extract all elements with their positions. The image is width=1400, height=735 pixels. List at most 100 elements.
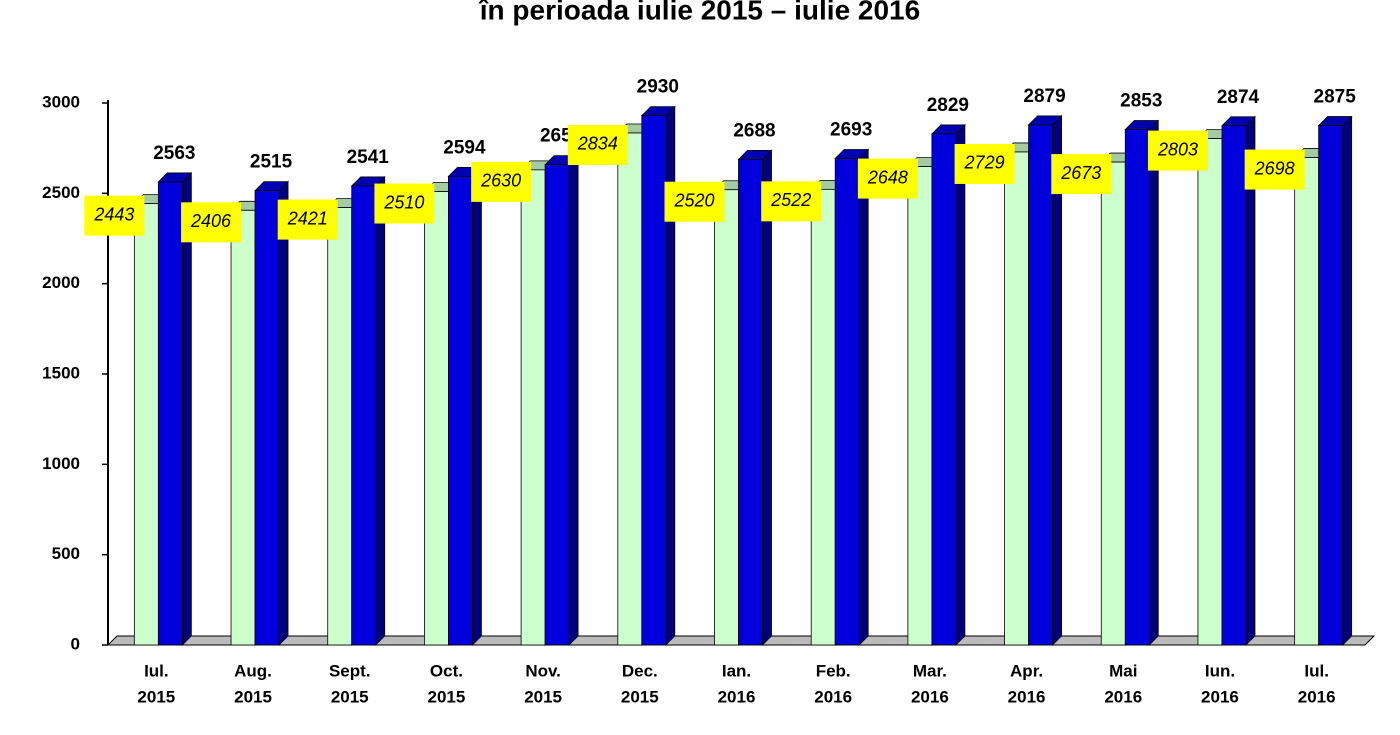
bar bbox=[254, 190, 280, 646]
bar bbox=[133, 203, 159, 646]
value-label: 2520 bbox=[673, 190, 714, 210]
value-label: 2879 bbox=[1023, 86, 1065, 107]
value-label: 2693 bbox=[830, 119, 872, 140]
x-tick-label: 2016 bbox=[718, 687, 756, 706]
y-tick-label: 2500 bbox=[42, 183, 80, 202]
x-tick-label: Sept. bbox=[329, 661, 371, 680]
value-label: 2515 bbox=[250, 152, 293, 173]
x-tick-label: Mar. bbox=[913, 661, 947, 680]
value-label: 2421 bbox=[287, 208, 328, 228]
bar bbox=[738, 158, 763, 646]
value-label: 2829 bbox=[927, 95, 969, 116]
x-tick-label: 2015 bbox=[428, 687, 466, 706]
value-label-box bbox=[374, 183, 435, 224]
bar bbox=[544, 164, 570, 646]
value-label-box bbox=[857, 158, 918, 199]
x-tick-label: 2015 bbox=[621, 687, 659, 706]
value-label: 2443 bbox=[93, 204, 134, 224]
x-tick-label: 2016 bbox=[1298, 687, 1336, 706]
x-tick-label: Dec. bbox=[622, 661, 658, 680]
x-tick-label: Oct. bbox=[430, 661, 463, 680]
bar-side bbox=[955, 123, 966, 646]
value-label: 2834 bbox=[577, 134, 618, 154]
y-tick-label: 1000 bbox=[42, 454, 80, 473]
bar-side bbox=[375, 175, 386, 646]
bar-side bbox=[568, 154, 579, 646]
bar bbox=[1100, 161, 1126, 646]
bar-side bbox=[1342, 115, 1353, 646]
bar bbox=[617, 132, 643, 646]
value-label-box bbox=[761, 181, 822, 222]
x-tick-label: 2015 bbox=[234, 687, 272, 706]
x-tick-label: 2016 bbox=[1008, 687, 1046, 706]
value-label-box bbox=[277, 199, 338, 240]
bar-side bbox=[1052, 114, 1062, 646]
bar-side bbox=[1245, 115, 1256, 646]
bar bbox=[834, 158, 860, 646]
bar bbox=[810, 188, 836, 646]
value-label: 2875 bbox=[1314, 87, 1357, 108]
y-tick-label: 3000 bbox=[42, 92, 80, 111]
value-label-box bbox=[954, 143, 1015, 184]
bar-side bbox=[472, 166, 482, 646]
bar bbox=[230, 209, 256, 646]
bar bbox=[157, 181, 183, 646]
x-tick-label: 2016 bbox=[1104, 687, 1142, 706]
bar bbox=[520, 169, 546, 646]
bar bbox=[714, 189, 739, 646]
bar bbox=[351, 185, 377, 646]
value-label-box bbox=[1147, 130, 1208, 171]
y-tick-label: 2000 bbox=[42, 273, 80, 292]
chart-title: în perioada iulie 2015 – iulie 2016 bbox=[478, 0, 920, 25]
value-label: 2510 bbox=[383, 192, 424, 212]
x-tick-label: 2015 bbox=[524, 687, 562, 706]
value-label: 2673 bbox=[1060, 163, 1101, 183]
bar bbox=[907, 166, 933, 646]
x-tick-label: 2016 bbox=[1201, 687, 1239, 706]
bar bbox=[1197, 138, 1223, 646]
value-label-box bbox=[664, 181, 725, 222]
bar-side bbox=[278, 180, 289, 646]
value-label-box bbox=[181, 202, 242, 243]
x-tick-label: 2015 bbox=[331, 687, 369, 706]
bar bbox=[424, 191, 449, 646]
x-tick-label: Apr. bbox=[1010, 661, 1043, 680]
value-label-box bbox=[471, 161, 532, 202]
bar bbox=[1318, 125, 1344, 646]
bar bbox=[1028, 124, 1053, 646]
value-label-box bbox=[1051, 154, 1112, 195]
x-tick-label: Iun. bbox=[1205, 661, 1235, 680]
bar bbox=[327, 207, 353, 646]
x-tick-label: Feb. bbox=[816, 661, 851, 680]
value-label-box bbox=[84, 195, 145, 236]
value-label-box bbox=[1244, 149, 1305, 190]
value-label: 2630 bbox=[480, 171, 521, 191]
value-label: 2541 bbox=[347, 147, 390, 168]
value-label: 2648 bbox=[867, 167, 908, 187]
value-label: 2698 bbox=[1254, 158, 1295, 178]
bar-side bbox=[181, 171, 192, 646]
x-tick-label: 2016 bbox=[911, 687, 949, 706]
bar-side bbox=[1148, 119, 1159, 646]
value-label: 2853 bbox=[1120, 91, 1162, 112]
y-tick-label: 500 bbox=[52, 544, 80, 563]
value-label: 2803 bbox=[1157, 139, 1198, 159]
x-tick-label: Aug. bbox=[234, 661, 272, 680]
value-label: 2406 bbox=[190, 211, 232, 231]
x-tick-label: Iul. bbox=[1304, 661, 1329, 680]
bar bbox=[1294, 157, 1320, 646]
value-label: 2688 bbox=[733, 120, 775, 141]
bar-side bbox=[762, 149, 772, 646]
bar bbox=[641, 115, 667, 646]
bar bbox=[1221, 125, 1247, 646]
y-tick-label: 0 bbox=[71, 634, 80, 653]
value-label: 2594 bbox=[443, 137, 486, 158]
x-tick-label: Mai bbox=[1109, 661, 1137, 680]
bar bbox=[931, 133, 957, 646]
bar bbox=[448, 175, 473, 646]
y-tick-label: 1500 bbox=[42, 363, 80, 382]
x-tick-label: 2015 bbox=[137, 687, 175, 706]
value-label: 2563 bbox=[153, 143, 195, 164]
